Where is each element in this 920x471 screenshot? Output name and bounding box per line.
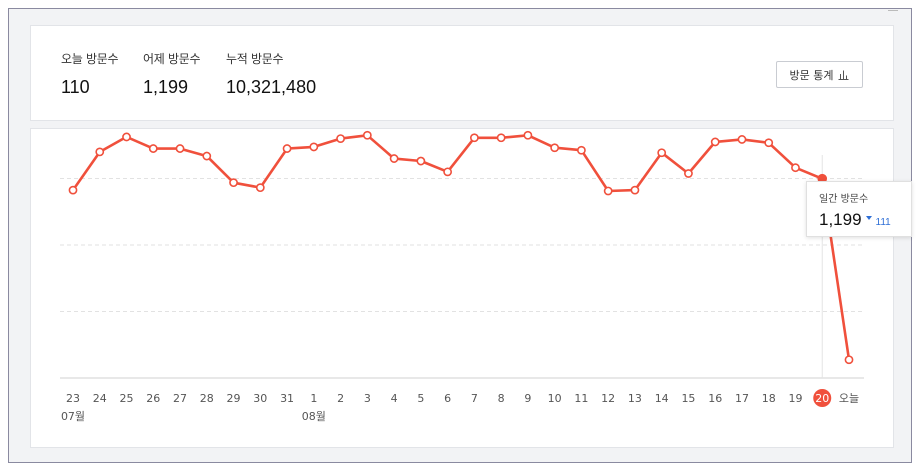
data-point [469,133,479,143]
tooltip-value: 1,199 [819,210,862,229]
visit-stats-button[interactable]: 방문 통계 [776,61,863,88]
x-tick-label: 23 [66,392,80,405]
down-triangle-icon [865,216,872,220]
data-point [148,144,158,153]
x-tick-label: 14 [655,392,669,405]
data-point [282,144,292,153]
x-tick-label: 13 [628,392,642,405]
chart-tooltip: 일간 방문수 1,199 111 [806,181,912,237]
x-tick-label: 2 [337,392,344,405]
x-tick-label: 1 [310,392,317,405]
x-tick-label: 27 [173,392,187,405]
data-point [684,169,693,178]
data-point [95,147,105,157]
total-visits-label: 누적 방문수 [226,52,284,66]
data-point [362,130,372,140]
x-tick-label: 26 [146,392,160,405]
total-visits-value: 10,321,480 [226,77,317,97]
data-point [336,134,345,143]
x-tick-label: 18 [762,392,776,405]
data-point [603,186,613,196]
x-tick-label: 9 [524,392,531,405]
tooltip-delta: 111 [875,217,891,228]
data-point [202,151,212,161]
today-visits-value: 110 [61,77,90,97]
month-label: 08월 [302,410,326,423]
today-visits-label: 오늘 방문수 [61,52,119,66]
x-tick-label: 25 [120,392,134,405]
data-point [443,167,453,177]
x-tick-label: 8 [498,392,505,405]
bar-chart-icon [838,70,849,80]
yesterday-visits-value: 1,199 [143,77,189,97]
x-tick-label: 29 [227,392,241,405]
x-tick-label: 17 [735,392,749,405]
data-point [737,135,747,144]
x-tick-label: 3 [364,392,371,405]
x-tick-label: 20 [815,392,829,405]
highlight-tick-badge [813,389,832,407]
data-point [550,143,560,153]
tooltip-label: 일간 방문수 [819,194,869,205]
yesterday-visits-label: 어제 방문수 [143,52,201,66]
x-tick-label: 7 [471,392,478,405]
x-tick-label: 28 [200,392,214,405]
x-tick-label: 오늘 [839,392,859,405]
data-point [844,355,854,365]
data-point [630,185,640,195]
x-tick-label: 5 [417,392,424,405]
data-point [229,178,238,188]
today-visits: 오늘 방문수 110 [61,50,119,98]
corner-mark [888,10,898,12]
data-point [523,130,533,140]
data-point [657,148,667,158]
x-tick-label: 15 [681,392,695,405]
month-label: 07월 [61,410,85,423]
data-point [255,183,265,193]
data-point [175,144,185,153]
x-tick-label: 4 [391,392,398,405]
x-tick-label: 19 [788,392,802,405]
x-tick-label: 6 [444,392,451,405]
data-point [122,132,131,142]
yesterday-visits: 어제 방문수 1,199 [143,50,201,98]
data-point [764,138,774,148]
chart-card [30,128,894,448]
data-point [68,185,78,195]
data-point [496,133,506,143]
data-point [389,154,399,163]
data-point [577,145,586,155]
x-tick-label: 31 [280,392,294,405]
data-point [416,156,426,166]
x-tick-label: 12 [601,392,615,405]
data-point [791,163,800,173]
data-point [710,137,720,147]
visit-stats-card: 오늘 방문수 110 어제 방문수 1,199 누적 방문수 10,321,48… [30,25,894,121]
x-tick-label: 30 [253,392,267,405]
x-tick-label: 10 [548,392,562,405]
series-line [71,134,851,360]
visit-stats-button-label: 방문 통계 [789,68,834,82]
total-visits: 누적 방문수 10,321,480 [226,50,316,98]
x-tick-label: 24 [93,392,107,405]
data-point [309,142,319,152]
x-tick-label: 11 [574,392,588,405]
x-tick-label: 16 [708,392,722,405]
